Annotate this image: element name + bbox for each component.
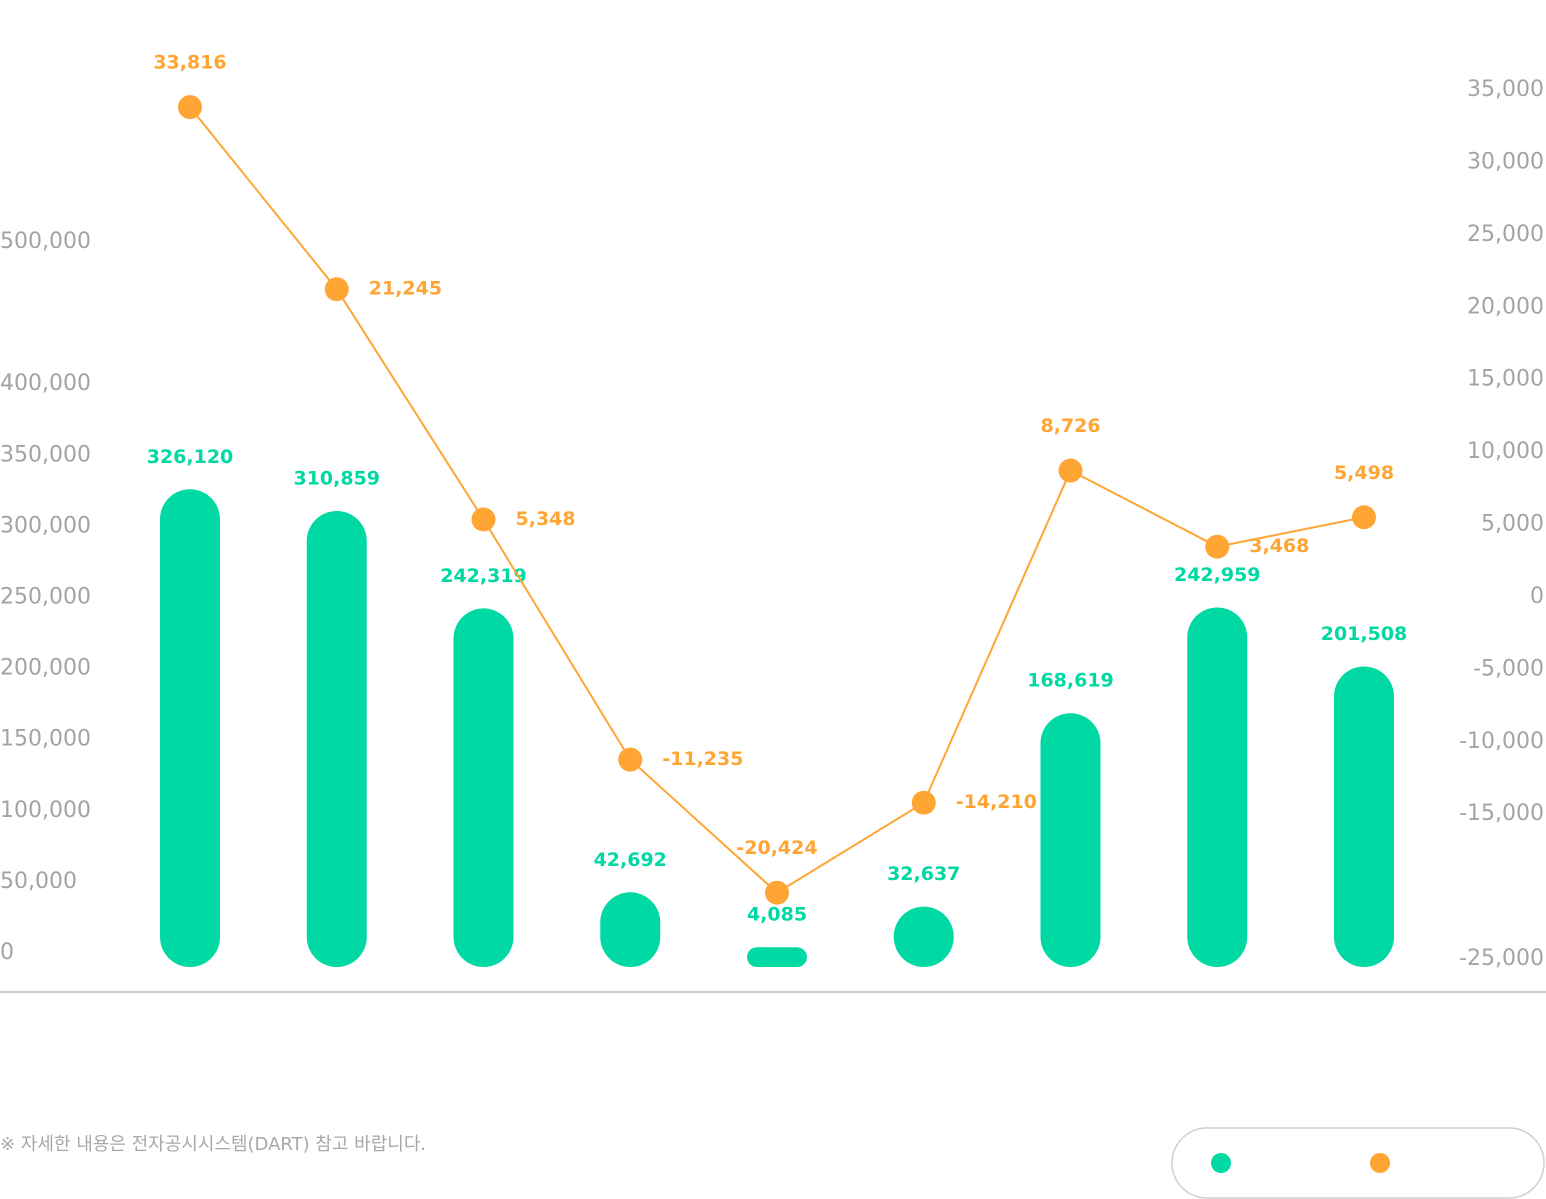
bar-value-label: 42,692	[594, 849, 667, 871]
y2-tick-label: 10,000	[1467, 439, 1544, 464]
bar	[306, 510, 367, 967]
line-point	[324, 277, 349, 302]
line-point	[1058, 458, 1083, 483]
bar	[1040, 713, 1101, 967]
line-value-label: -11,235	[662, 748, 743, 770]
y-tick-label: 0	[0, 940, 14, 965]
bar	[893, 906, 954, 967]
y-tick-label: 350,000	[0, 442, 91, 467]
bar-value-label: 201,508	[1321, 623, 1408, 645]
bar-value-label: 326,120	[147, 446, 234, 468]
y2-tick-label: -15,000	[1459, 801, 1544, 826]
y2-tick-label: 35,000	[1467, 77, 1544, 102]
bar	[1334, 666, 1394, 967]
bar	[160, 489, 220, 967]
y-tick-label: 500,000	[0, 229, 91, 254]
y2-tick-label: -10,000	[1459, 729, 1544, 754]
y-tick-label: 200,000	[0, 656, 91, 681]
bar-value-label: 32,637	[887, 863, 960, 885]
y-tick-label: 400,000	[0, 371, 91, 396]
y2-tick-label: 20,000	[1467, 294, 1544, 319]
legend-marker	[1370, 1153, 1390, 1173]
bar	[600, 892, 661, 967]
y-tick-label: 50,000	[0, 869, 77, 894]
line-value-label: 33,816	[153, 52, 226, 74]
line-value-label: 21,245	[369, 278, 442, 300]
line-point	[1205, 534, 1230, 559]
bar-value-label: 310,859	[293, 467, 380, 489]
line-point	[618, 747, 643, 772]
bar	[747, 947, 807, 967]
legend-marker	[1211, 1153, 1231, 1173]
y-tick-label: 250,000	[0, 585, 91, 610]
y2-tick-label: 0	[1530, 584, 1544, 609]
y-tick-label: 300,000	[0, 513, 91, 538]
bar-value-label: 242,959	[1174, 564, 1261, 586]
footnote: ※ 자세한 내용은 전자공시시스템(DART) 참고 바랍니다.	[0, 1134, 426, 1155]
y-tick-label: 100,000	[0, 798, 91, 823]
line-point	[911, 790, 936, 815]
y2-tick-label: 25,000	[1467, 222, 1544, 247]
line-point	[1352, 505, 1376, 530]
y2-tick-label: -25,000	[1459, 946, 1544, 971]
line-value-label: -14,210	[956, 791, 1037, 813]
bar	[453, 608, 514, 967]
line-value-label: 8,726	[1040, 415, 1100, 437]
bar-value-label: 242,319	[440, 565, 527, 587]
line-point	[178, 95, 202, 120]
y2-tick-label: -5,000	[1473, 656, 1544, 681]
line-value-label: 5,348	[516, 508, 576, 530]
y2-tick-label: 30,000	[1467, 149, 1544, 174]
line-value-label: -20,424	[736, 837, 817, 859]
y2-tick-label: 5,000	[1481, 512, 1544, 537]
y2-tick-label: 15,000	[1467, 367, 1544, 392]
line-value-label: 3,468	[1249, 535, 1309, 557]
legend	[1171, 1127, 1545, 1199]
bar-value-label: 168,619	[1027, 670, 1114, 692]
line-value-label: 5,498	[1334, 462, 1394, 484]
line-point	[471, 507, 496, 532]
bar-value-label: 4,085	[747, 904, 807, 926]
line-point	[765, 880, 789, 905]
y-tick-label: 150,000	[0, 727, 91, 752]
bar	[1187, 607, 1248, 967]
